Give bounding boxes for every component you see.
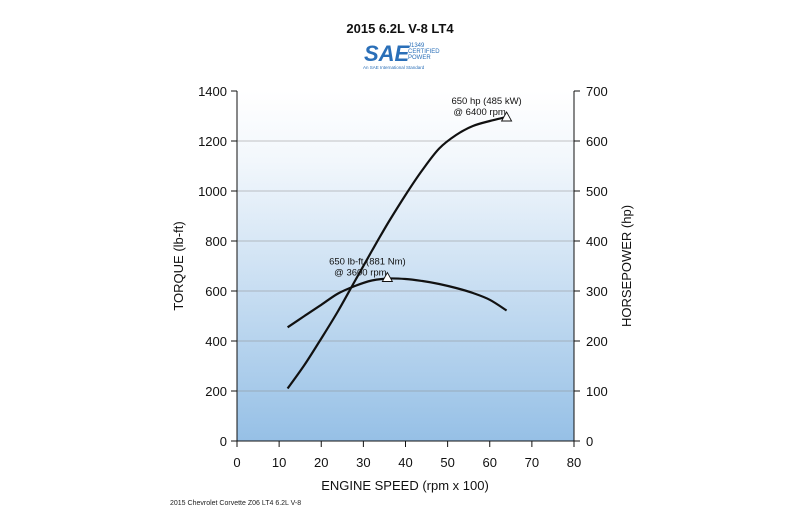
x-tick-label-50: 50	[440, 455, 454, 470]
torque-annotation-line1: 650 lb-ft (881 Nm)	[329, 257, 406, 268]
chart-title: 2015 6.2L V-8 LT4	[346, 21, 454, 36]
left-tick-label-400: 400	[205, 334, 227, 349]
right-tick-label-200: 200	[586, 334, 608, 349]
right-tick-label-400: 400	[586, 234, 608, 249]
y-axis-label-left: TORQUE (lb-ft)	[171, 221, 186, 310]
left-tick-label-1200: 1200	[198, 134, 227, 149]
x-tick-label-20: 20	[314, 455, 328, 470]
tick-labels: 0200400600800100012001400010020030040050…	[198, 84, 608, 470]
horsepower-annotation-line1: 650 hp (485 kW)	[451, 96, 521, 107]
annotations: 650 hp (485 kW)@ 6400 rpm 650 lb-ft (881 …	[329, 96, 522, 282]
sae-logo-line1: J1349	[408, 43, 425, 49]
footer-note: 2015 Chevrolet Corvette Z06 LT4 6.2L V-8	[170, 500, 302, 507]
left-tick-label-800: 800	[205, 234, 227, 249]
horsepower-annotation-line2: @ 6400 rpm	[453, 107, 506, 118]
left-tick-label-1000: 1000	[198, 184, 227, 199]
right-tick-label-0: 0	[586, 434, 593, 449]
sae-certified-logo: SAE J1349 CERTIFIED POWER An SAE Interna…	[363, 41, 440, 70]
x-tick-label-40: 40	[398, 455, 412, 470]
left-tick-label-1400: 1400	[198, 84, 227, 99]
left-tick-label-0: 0	[220, 434, 227, 449]
horsepower-peak-marker	[500, 111, 513, 122]
right-tick-label-700: 700	[586, 84, 608, 99]
sae-logo-line3: POWER	[408, 55, 431, 61]
series-lines	[286, 115, 508, 390]
x-axis-label: ENGINE SPEED (rpm x 100)	[321, 478, 489, 493]
axes	[231, 90, 580, 447]
torque-line	[286, 277, 508, 329]
right-tick-label-100: 100	[586, 384, 608, 399]
torque-annotation-line2: @ 3600 rpm	[334, 268, 387, 279]
x-tick-label-60: 60	[483, 455, 497, 470]
x-tick-label-30: 30	[356, 455, 370, 470]
x-tick-label-70: 70	[525, 455, 539, 470]
horsepower-line	[286, 115, 507, 390]
y-axis-label-right: HORSEPOWER (hp)	[619, 205, 634, 327]
right-tick-label-600: 600	[586, 134, 608, 149]
grid-lines	[237, 140, 574, 392]
left-tick-label-200: 200	[205, 384, 227, 399]
left-tick-label-600: 600	[205, 284, 227, 299]
x-tick-label-10: 10	[272, 455, 286, 470]
torque-peak-marker	[381, 271, 394, 282]
sae-logo-mark: SAE	[364, 41, 411, 66]
right-tick-label-500: 500	[586, 184, 608, 199]
sae-logo-line4: An SAE International Standard	[363, 65, 425, 70]
sae-logo-line2: CERTIFIED	[408, 49, 440, 55]
x-tick-label-80: 80	[567, 455, 581, 470]
x-tick-label-0: 0	[233, 455, 240, 470]
right-tick-label-300: 300	[586, 284, 608, 299]
